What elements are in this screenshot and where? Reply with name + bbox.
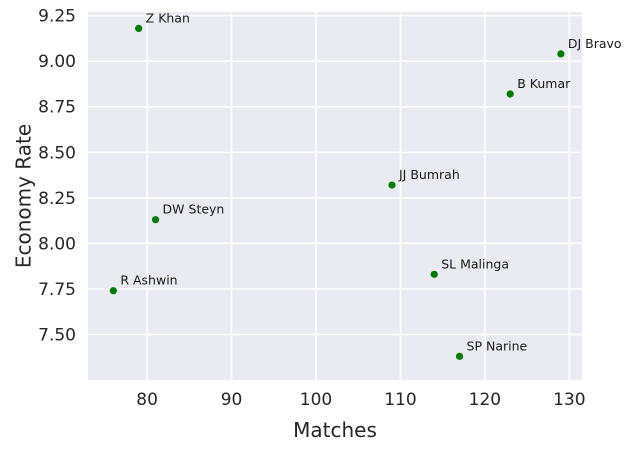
point-label: SP Narine [467,338,528,353]
x-tick-label: 130 [553,390,585,410]
y-tick-label: 8.00 [38,234,76,254]
y-tick-label: 8.75 [38,98,76,118]
grid-lines [88,12,582,380]
data-point [430,270,438,278]
data-point [151,216,160,224]
y-tick-label: 9.00 [38,52,76,72]
x-tick-label: 80 [136,390,158,410]
x-axis-label: Matches [293,418,377,442]
data-point [506,90,514,98]
point-label: DJ Bravo [568,36,622,51]
y-tick-label: 7.75 [38,280,76,300]
point-label: Z Khan [146,10,190,25]
point-label: DW Steyn [163,202,225,217]
point-label: R Ashwin [120,273,177,288]
x-tick-label: 110 [384,390,416,410]
x-tick-label: 100 [300,390,332,410]
y-axis-label: Economy Rate [12,124,36,268]
point-label: JJ Bumrah [398,167,460,182]
x-tick-label: 120 [469,390,501,410]
y-tick-label: 9.25 [38,7,76,27]
point-label: SL Malinga [441,256,509,271]
y-tick-label: 7.50 [38,325,76,345]
data-point [109,287,117,295]
x-tick-labels: 80 90 100 110 120 130 [136,390,585,410]
data-points [109,24,565,360]
point-label: B Kumar [517,76,571,91]
data-point [135,24,143,32]
y-tick-label: 8.50 [38,143,76,163]
x-tick-label: 90 [221,390,243,410]
plot-area [88,12,582,380]
y-tick-labels: 7.50 7.75 8.00 8.25 8.50 8.75 9.00 9.25 [38,7,76,346]
data-point [455,352,464,360]
data-point [557,50,565,58]
point-labels: Z Khan DJ Bravo B Kumar JJ Bumrah DW Steyn SL… [120,10,621,353]
data-point [388,181,396,189]
y-tick-label: 8.25 [38,189,76,209]
